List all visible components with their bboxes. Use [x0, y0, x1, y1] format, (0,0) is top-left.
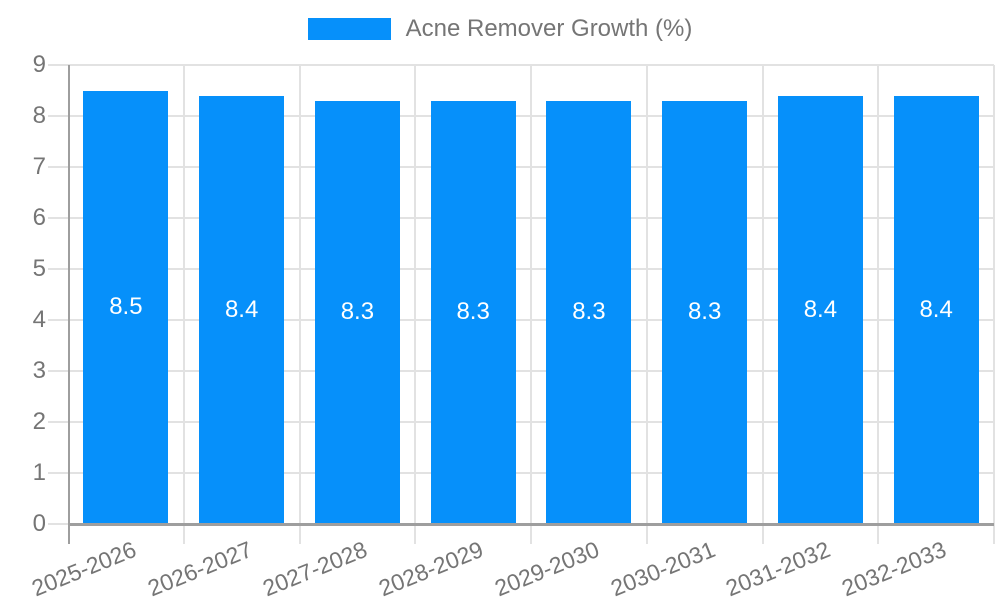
bar-value-label: 8.3: [456, 298, 490, 326]
y-axis-label: 7: [32, 153, 46, 180]
y-axis-tick: [48, 523, 68, 525]
bar-value-label: 8.3: [572, 298, 606, 326]
x-axis-line: [68, 523, 994, 526]
bar-value-label: 8.4: [803, 295, 838, 323]
x-axis-label: 2027-2028: [259, 536, 372, 600]
y-axis-tick: [48, 115, 68, 117]
y-axis-tick: [48, 166, 68, 168]
bar-value-label: 8.3: [340, 298, 375, 326]
x-axis-label: 2032-2033: [838, 536, 950, 600]
y-axis-tick: [48, 217, 68, 219]
legend-marker-icon: [307, 18, 391, 40]
y-axis-label: 8: [32, 102, 46, 129]
x-axis-label: 2025-2026: [27, 536, 140, 600]
y-axis-tick: [48, 421, 68, 423]
bar-value-label: 8.3: [687, 298, 722, 326]
y-axis-label: 3: [32, 357, 46, 384]
bar-value-label: 8.5: [109, 293, 143, 321]
bar[interactable]: [430, 100, 516, 524]
y-axis-tick: [48, 64, 68, 66]
y-axis-label: 1: [32, 459, 46, 486]
y-axis-tick: [48, 319, 68, 321]
x-axis-label: 2028-2029: [375, 536, 487, 600]
bar-value-label: 8.4: [224, 295, 259, 323]
bar[interactable]: [199, 95, 285, 524]
gridline-vertical: [993, 65, 995, 544]
legend-label: Acne Remover Growth (%): [405, 15, 693, 42]
legend[interactable]: Acne Remover Growth (%): [0, 12, 1000, 46]
bar-value-label: 8.4: [919, 295, 953, 323]
y-axis-label: 2: [32, 408, 46, 435]
y-axis-tick: [48, 268, 68, 270]
bar[interactable]: [546, 100, 632, 524]
y-axis-label: 5: [32, 255, 46, 282]
y-axis-tick: [48, 370, 68, 372]
gridline-vertical: [761, 65, 764, 544]
x-axis-label: 2029-2030: [490, 536, 603, 600]
bar[interactable]: [777, 95, 863, 524]
y-axis-line: [68, 65, 70, 544]
x-axis-label: 2026-2027: [143, 536, 256, 600]
gridline-vertical: [298, 65, 301, 544]
x-axis-label: 2030-2031: [606, 536, 719, 600]
gridline-vertical: [182, 65, 185, 544]
gridline-vertical: [877, 65, 880, 544]
bar[interactable]: [662, 100, 748, 524]
bar[interactable]: [314, 100, 400, 524]
gridline-vertical: [530, 65, 532, 544]
y-axis-label: 6: [32, 204, 46, 231]
y-axis-label: 4: [32, 306, 46, 333]
y-axis-label: 0: [32, 510, 46, 537]
gridline-vertical: [414, 65, 417, 544]
y-axis-label: 9: [32, 51, 46, 78]
y-axis-tick: [48, 472, 68, 474]
bar[interactable]: [83, 90, 169, 524]
x-axis-label: 2031-2032: [722, 536, 835, 600]
bar[interactable]: [893, 95, 979, 524]
gridline-vertical: [645, 65, 648, 544]
